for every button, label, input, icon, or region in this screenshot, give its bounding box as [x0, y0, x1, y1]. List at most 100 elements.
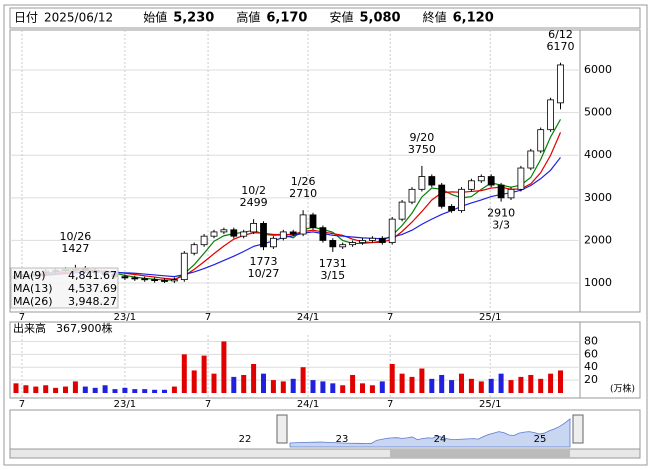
volume-bar: [63, 386, 68, 393]
candle-body: [299, 214, 307, 235]
legend-value: 4,537.69: [68, 282, 117, 295]
volume-bar: [399, 373, 405, 393]
legend-value: 3,948.27: [68, 295, 117, 308]
volume-bar: [261, 373, 266, 393]
annotation-price: 3750: [408, 143, 436, 156]
volume-bar: [330, 383, 336, 393]
volume-bar: [449, 380, 455, 393]
volume-bar: [102, 385, 108, 393]
volume-bar: [112, 389, 118, 393]
candle-body: [190, 244, 198, 254]
plot: 日付 2025/06/12 始値 5,230 高値 6,170 安値 5,080 終値 6,120…: [10, 10, 635, 448]
x-tick-label: 7: [19, 312, 25, 323]
scrollbar[interactable]: [9, 448, 641, 459]
annotation-date: 1/26: [291, 175, 316, 188]
volume-bar: [181, 354, 187, 393]
annotation-price: 1427: [61, 242, 89, 255]
annotation-price: 1731: [319, 257, 347, 270]
candle-body: [289, 231, 297, 235]
volume-bar: [171, 386, 177, 393]
volume-bar: [478, 381, 484, 393]
volume-unit: (万株): [610, 383, 635, 395]
candle-body: [279, 231, 287, 239]
volume-bar: [221, 341, 227, 393]
volume-bar: [211, 373, 217, 393]
scroll-thumb[interactable]: [390, 449, 570, 458]
volume-bar: [498, 373, 504, 393]
range-handle-left[interactable]: [276, 414, 288, 444]
candle-body: [537, 129, 545, 152]
candle-body: [527, 150, 535, 169]
annotation-date: 10/27: [248, 267, 280, 280]
volume-bar: [72, 381, 78, 393]
candle-body: [497, 184, 505, 199]
volume-bar: [92, 387, 98, 393]
x-tick-label: 24/1: [297, 312, 319, 323]
candle-body: [438, 184, 446, 207]
y-tick-label: 4000: [584, 148, 612, 161]
volume-title: 出来高: [13, 321, 46, 335]
x-tick-label: 7: [387, 399, 393, 410]
volume-bar: [152, 389, 158, 393]
volume-bar: [82, 386, 88, 393]
volume-bar: [419, 368, 425, 393]
annotation-date: 10/2: [241, 184, 266, 197]
volume-bar: [33, 386, 39, 393]
annotation-date: 3/15: [320, 269, 345, 282]
volume-bar: [43, 385, 49, 393]
candle-body: [359, 240, 366, 243]
navigator-area: [289, 418, 571, 448]
volume-current: 367,900株: [56, 321, 113, 335]
candle-body: [398, 201, 406, 220]
candle-body: [319, 227, 327, 241]
volume-bar: [270, 380, 276, 393]
annotation-price: 2499: [240, 196, 268, 209]
x-tick-label: 24/1: [297, 399, 319, 410]
candle-body: [260, 222, 267, 248]
x-tick-label: 23/1: [114, 312, 136, 323]
navigator-label: 24: [434, 434, 447, 445]
x-tick-label: 7: [205, 399, 211, 410]
date-label: 日付: [14, 11, 38, 25]
volume-bar: [538, 378, 544, 393]
volume-bar: [320, 381, 326, 393]
navigator-label: 22: [239, 434, 252, 445]
legend-box: [10, 267, 119, 309]
candle-body: [487, 176, 495, 186]
annotation-date: 9/20: [410, 131, 435, 144]
navigator-label: 23: [336, 434, 349, 445]
header-value: 6,170: [266, 11, 307, 26]
volume-bar: [310, 380, 316, 393]
candle-body: [378, 237, 386, 243]
volume-bar: [142, 389, 148, 393]
candle-body: [467, 180, 475, 190]
candle-body: [141, 278, 149, 281]
volume-bar: [558, 370, 563, 393]
legend-value: 4,841.67: [68, 269, 117, 282]
candle-body: [517, 167, 525, 190]
candle-body: [339, 244, 347, 248]
volume-bar: [13, 383, 19, 393]
x-tick-label: 25/1: [479, 399, 501, 410]
candle-body: [547, 99, 554, 131]
volume-bar: [518, 376, 524, 393]
candle-body: [240, 231, 248, 237]
range-handle-right[interactable]: [572, 414, 584, 444]
volume-bar: [429, 378, 435, 393]
candle-body: [309, 214, 317, 229]
x-tick-label: 7: [387, 312, 393, 323]
volume-bar: [201, 355, 207, 393]
header-value: 5,230: [173, 11, 214, 26]
annotation-price: 1773: [250, 255, 278, 268]
volume-bar: [389, 364, 395, 393]
legend-name: MA(13): [13, 282, 53, 295]
date-value: 2025/06/12: [44, 11, 113, 25]
volume-bar: [132, 389, 138, 393]
candle-body: [161, 280, 168, 282]
volume-bar: [231, 376, 237, 393]
volume-bar: [369, 385, 375, 393]
volume-bar: [340, 385, 346, 393]
legend-name: MA(9): [13, 269, 46, 282]
candle-body: [210, 231, 218, 237]
